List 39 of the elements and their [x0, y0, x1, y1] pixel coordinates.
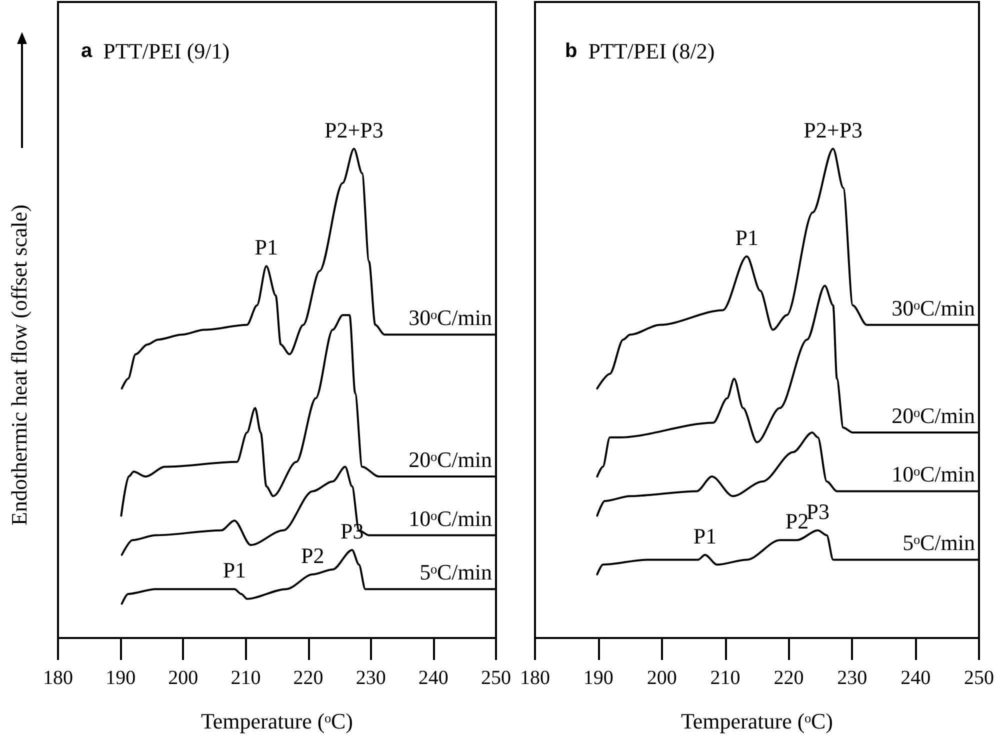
- annotation: P1: [222, 558, 246, 583]
- x-tick-label: 210: [230, 667, 261, 689]
- x-tick-label: 200: [168, 667, 198, 689]
- x-axis-title: Temperature (ᵒC): [680, 708, 834, 734]
- x-tick-label: 250: [964, 667, 994, 689]
- series-label: 30ᵒC/min: [892, 295, 975, 320]
- x-tick-label: 240: [418, 667, 448, 689]
- x-tick-label: 190: [583, 667, 614, 689]
- x-tick-label: 200: [646, 667, 677, 689]
- x-tick-label: 230: [356, 667, 386, 689]
- annotation: P3: [806, 498, 830, 524]
- x-tick-label: 240: [900, 667, 931, 689]
- annotation: P1: [693, 523, 717, 548]
- annotation: P2: [301, 542, 324, 568]
- series-label: 10ᵒC/min: [408, 506, 492, 531]
- series-label: 5ᵒC/min: [902, 530, 975, 556]
- x-tick-label: 230: [837, 667, 868, 689]
- annotation: P1: [254, 234, 278, 260]
- annotation: P2+P3: [324, 117, 384, 142]
- series-label: 20ᵒC/min: [892, 403, 975, 428]
- x-tick-label: 180: [520, 667, 550, 689]
- x-tick-label: 220: [293, 667, 324, 689]
- annotation: P2: [785, 508, 809, 534]
- x-tick-label: 250: [481, 667, 511, 689]
- annotation: P1: [735, 224, 758, 250]
- x-tick-label: 220: [774, 667, 804, 689]
- x-axis-title: Temperature (ᵒC): [200, 708, 354, 734]
- chart-title: b PTT/PEI (8/2): [565, 38, 715, 64]
- x-tick-label: 210: [710, 667, 740, 689]
- y-axis-title: Endothermic heat flow (offset scale): [6, 204, 32, 526]
- annotation: P3: [340, 518, 364, 544]
- chart-title: a PTT/PEI (9/1): [81, 38, 230, 64]
- series-label: 5ᵒC/min: [420, 560, 492, 585]
- x-tick-label: 180: [43, 667, 73, 689]
- series-label: 30ᵒC/min: [408, 305, 492, 330]
- series-label: 20ᵒC/min: [408, 447, 492, 472]
- annotation: P2+P3: [804, 117, 863, 142]
- x-tick-label: 190: [106, 667, 136, 689]
- series-label: 10ᵒC/min: [892, 462, 975, 487]
